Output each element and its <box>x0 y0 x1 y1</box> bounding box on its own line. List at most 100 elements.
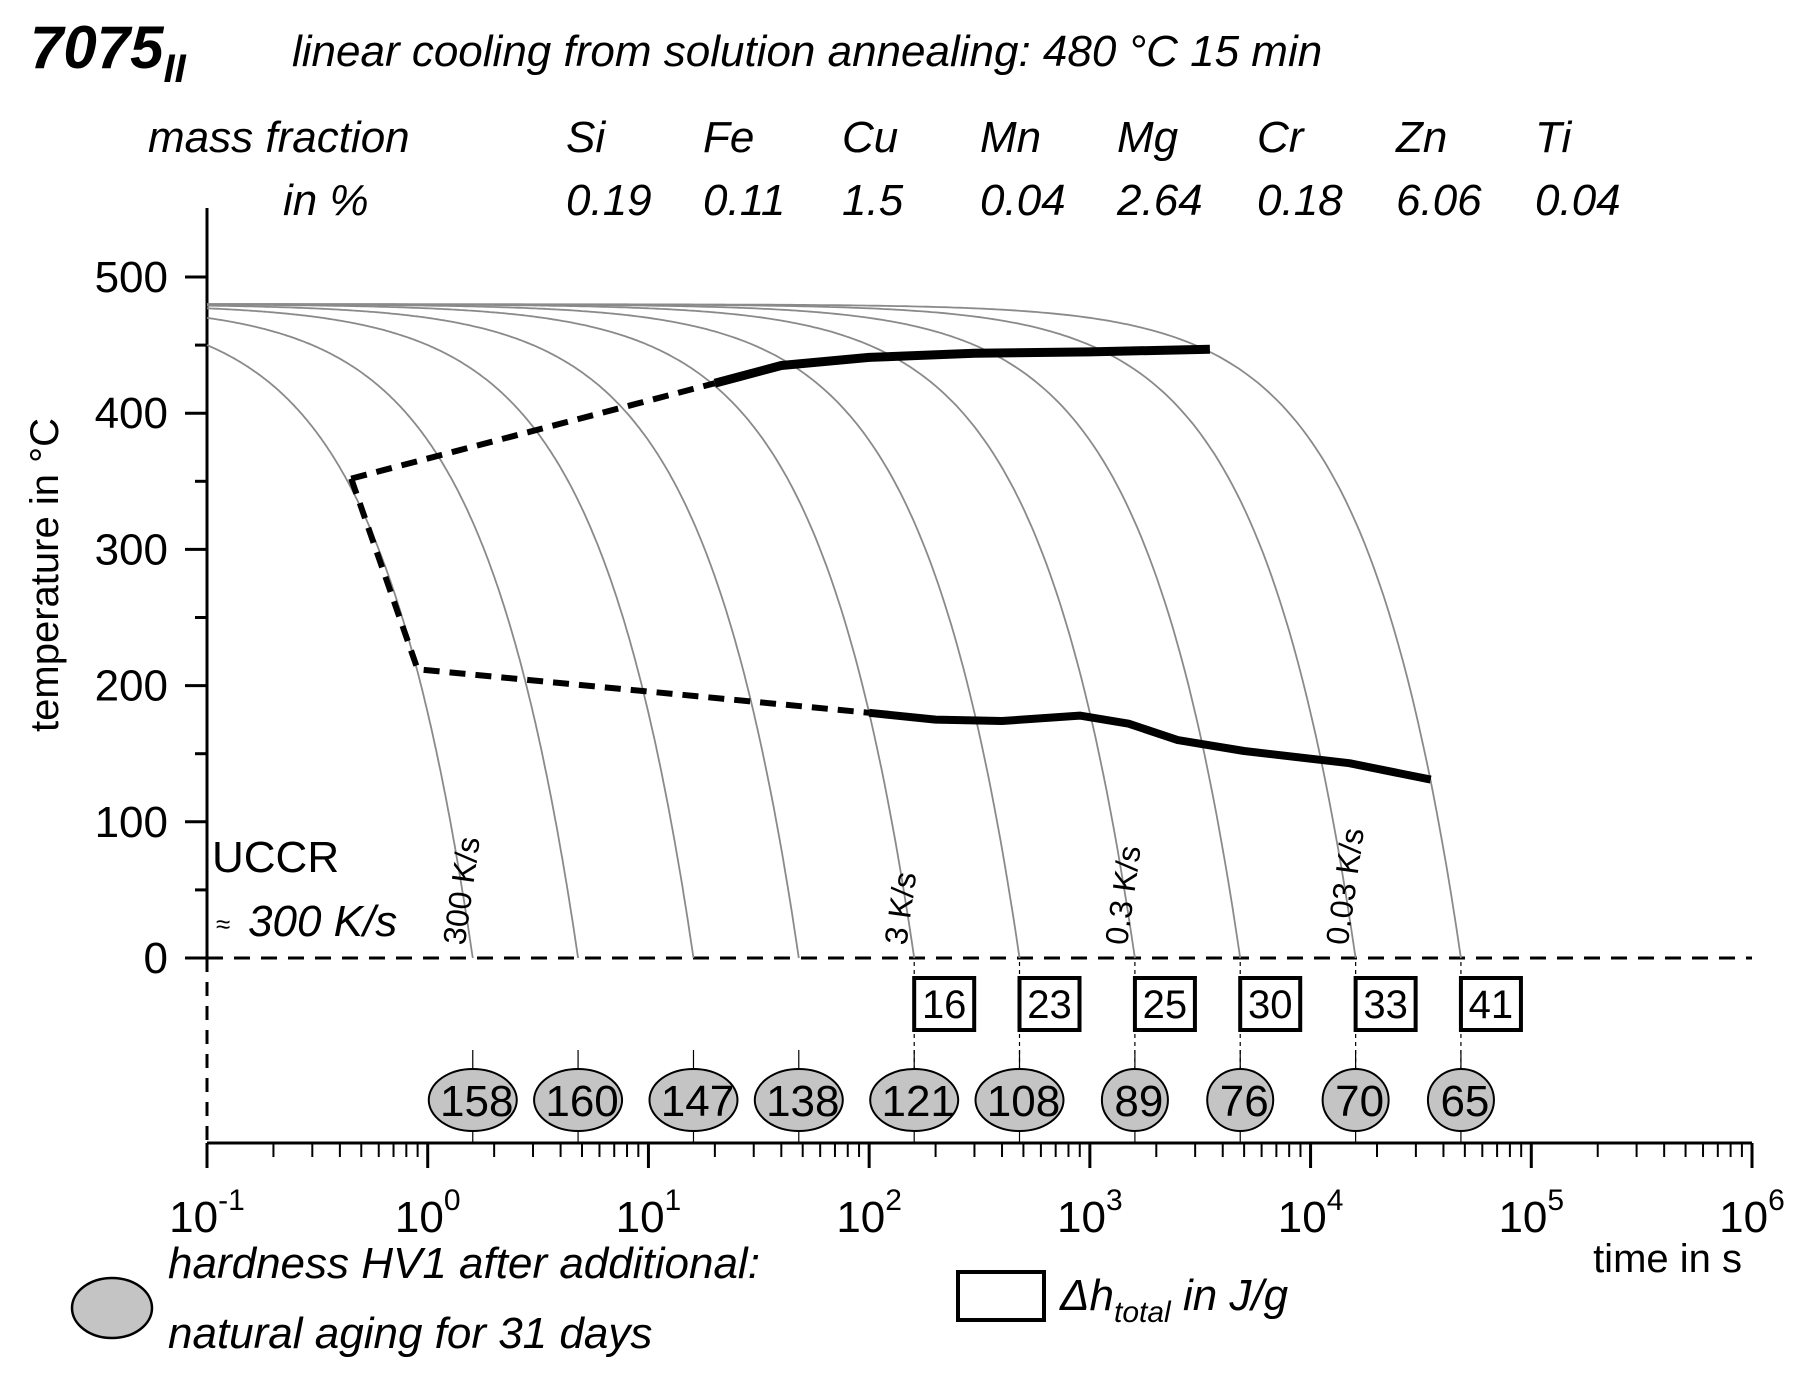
y-tick-label: 400 <box>95 389 168 438</box>
x-axis-label: time in s <box>1593 1237 1742 1281</box>
element-symbol-cr: Cr <box>1257 113 1306 162</box>
enthalpy-legend-box <box>956 1270 1046 1322</box>
hardness-value: 147 <box>661 1077 734 1126</box>
cooling-curve <box>207 303 1136 959</box>
hardness-ellipse <box>974 1068 1065 1132</box>
hardness-value: 89 <box>1114 1077 1163 1126</box>
chart-subtitle: linear cooling from solution annealing: … <box>292 27 1322 76</box>
upper-boundary-dashed <box>350 380 716 482</box>
hardness-value: 70 <box>1335 1077 1384 1126</box>
enthalpy-legend-sub: total <box>1114 1296 1172 1329</box>
alloy-title: 7075II <box>30 14 187 91</box>
hardness-ellipse <box>1426 1068 1495 1132</box>
composition-label-line2: in % <box>283 176 369 225</box>
element-symbol-cu: Cu <box>842 113 898 162</box>
y-tick-label: 200 <box>95 662 168 711</box>
x-tick-label: 10-1 <box>169 1184 245 1242</box>
hardness-value: 138 <box>766 1077 839 1126</box>
element-value-cu: 1.5 <box>842 176 904 225</box>
hardness-ellipse <box>1321 1068 1390 1132</box>
axes: 0 100 200 300 400 500 10-1 100 101 102 103 104 105 10… <box>95 208 1785 1242</box>
element-symbol-mn: Mn <box>980 113 1041 162</box>
y-tick-label: 0 <box>144 934 168 983</box>
enthalpy-value: 33 <box>1363 983 1408 1027</box>
element-symbol-ti: Ti <box>1535 113 1572 162</box>
enthalpy-legend-prefix: Δh <box>1059 1271 1114 1320</box>
hardness-ellipse <box>1100 1068 1169 1132</box>
x-tick-label: 103 <box>1057 1184 1123 1242</box>
alloy-subscript: II <box>163 47 186 91</box>
value-markers: 16 23 25 30 33 41 158 160 147 138 121 108 89 76 70 65 <box>427 962 1523 1143</box>
hardness-value: 158 <box>440 1077 513 1126</box>
hardness-ellipse <box>753 1068 844 1132</box>
y-axis-label: temperature in °C <box>23 418 67 732</box>
cooling-curves: 300 K/s 3 K/s 0.3 K/s 0.03 K/s <box>206 303 1462 959</box>
upper-boundary-solid <box>713 344 1211 388</box>
cooling-rate-label: 0.03 K/s <box>1319 826 1371 947</box>
composition-table: Si 0.19 Fe 0.11 Cu 1.5 Mn 0.04 Mg 2.64 Cr 0.18 Zn 6.0… <box>566 113 1621 225</box>
hardness-value: 160 <box>545 1077 618 1126</box>
enthalpy-box <box>1353 976 1418 1032</box>
cooling-curve <box>206 303 916 959</box>
cooling-rate-label: 300 K/s <box>436 835 487 947</box>
element-value-ti: 0.04 <box>1535 176 1621 225</box>
enthalpy-legend-label: Δhtotal in J/g <box>1059 1271 1289 1329</box>
hardness-value: 108 <box>987 1077 1060 1126</box>
element-value-mn: 0.04 <box>980 176 1066 225</box>
enthalpy-value: 16 <box>922 983 967 1027</box>
cooling-curve <box>207 304 800 959</box>
x-tick-label: 106 <box>1719 1184 1785 1242</box>
y-tick-label: 100 <box>95 798 168 847</box>
element-value-zn: 6.06 <box>1396 176 1482 225</box>
x-tick-label: 104 <box>1278 1184 1344 1242</box>
cooling-curve <box>206 344 474 959</box>
alloy-name: 7075 <box>30 14 165 81</box>
lower-boundary-dashed <box>348 477 870 716</box>
hardness-ellipse <box>648 1068 739 1132</box>
enthalpy-value: 25 <box>1143 983 1188 1027</box>
x-tick-label: 105 <box>1498 1184 1564 1242</box>
enthalpy-box <box>1017 976 1082 1032</box>
enthalpy-box <box>912 976 977 1032</box>
cooling-curve <box>207 303 1242 959</box>
enthalpy-value: 30 <box>1248 983 1293 1027</box>
x-tick-label: 101 <box>616 1184 682 1242</box>
enthalpy-legend-suffix: in J/g <box>1171 1271 1289 1320</box>
hardness-ellipse <box>533 1068 624 1132</box>
element-value-si: 0.19 <box>566 176 652 225</box>
enthalpy-box <box>1132 976 1197 1032</box>
hardness-ellipse <box>1206 1068 1275 1132</box>
cooling-rate-label: 0.3 K/s <box>1098 843 1148 947</box>
element-value-fe: 0.11 <box>703 176 785 225</box>
enthalpy-box <box>1458 976 1523 1032</box>
uccr-label: UCCR <box>212 833 339 882</box>
hardness-ellipse <box>427 1068 518 1132</box>
hardness-legend-line1: hardness HV1 after additional: <box>168 1239 760 1288</box>
lower-boundary-solid <box>868 708 1432 784</box>
hardness-ellipse <box>869 1068 960 1132</box>
cooling-rate-label: 3 K/s <box>877 870 923 947</box>
hardness-value: 65 <box>1440 1077 1489 1126</box>
uccr-approx-symbol: ≈ <box>216 909 230 939</box>
x-tick-label: 100 <box>395 1184 461 1242</box>
composition-label-line1: mass fraction <box>148 113 410 162</box>
y-tick-label: 300 <box>95 525 168 574</box>
enthalpy-box <box>1238 976 1303 1032</box>
element-symbol-zn: Zn <box>1395 113 1447 162</box>
enthalpy-value: 23 <box>1027 983 1072 1027</box>
element-symbol-si: Si <box>566 113 606 162</box>
element-symbol-mg: Mg <box>1117 113 1179 162</box>
cooling-curve <box>207 303 1357 959</box>
cooling-curve <box>207 303 1462 959</box>
element-symbol-fe: Fe <box>703 113 754 162</box>
enthalpy-value: 41 <box>1469 983 1514 1027</box>
transformation-boundaries <box>348 344 1432 784</box>
element-value-cr: 0.18 <box>1257 176 1343 225</box>
cooling-curve <box>206 307 695 959</box>
uccr-value: 300 K/s <box>248 897 397 946</box>
hardness-value: 121 <box>881 1077 954 1126</box>
cooling-curve <box>206 317 579 959</box>
hardness-legend-line2: natural aging for 31 days <box>168 1309 652 1358</box>
hardness-legend-ellipse <box>70 1276 154 1340</box>
